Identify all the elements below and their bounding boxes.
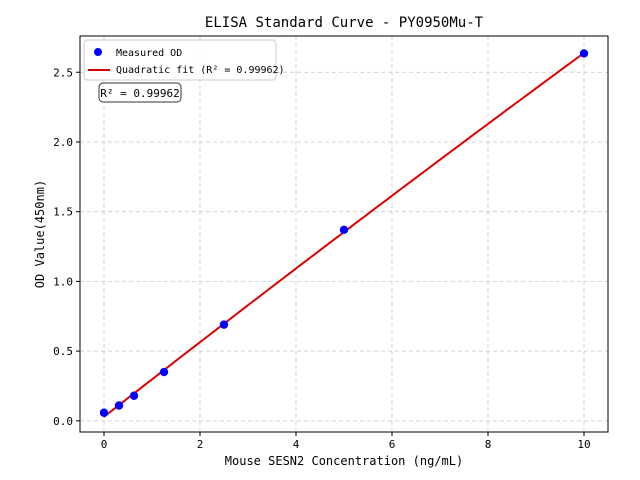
r2-annotation-text: R² = 0.99962	[100, 87, 179, 100]
y-tick-label: 1.5	[53, 206, 73, 219]
chart-title: ELISA Standard Curve - PY0950Mu-T	[205, 15, 484, 31]
legend-box	[83, 39, 277, 81]
y-tick-label: 0.0	[53, 415, 73, 428]
r2-annotation: R² = 0.99962	[98, 82, 182, 103]
fit-line	[103, 52, 585, 418]
legend-label-fit: Quadratic fit (R² = 0.99962)	[116, 65, 285, 76]
x-tick-label: 8	[485, 438, 492, 451]
x-tick-label: 4	[293, 438, 300, 451]
x-tick-label: 6	[389, 438, 396, 451]
y-axis-label: OD Value(450nm)	[33, 180, 47, 288]
y-tick-label: 2.5	[53, 66, 73, 79]
y-ticks: 0.0 0.5 1.0 1.5 2.0 2.5	[53, 66, 80, 428]
x-ticks: 0 2 4 6 8 10	[101, 432, 591, 451]
x-tick-label: 2	[197, 438, 204, 451]
x-tick-label: 0	[101, 438, 108, 451]
data-point	[99, 408, 109, 417]
x-tick-label: 10	[577, 438, 590, 451]
points-group	[99, 49, 589, 417]
data-point	[219, 320, 229, 329]
legend-marker-measured	[94, 48, 102, 56]
legend: Measured OD Quadratic fit (R² = 0.99962)	[83, 39, 285, 81]
data-point	[159, 367, 169, 377]
y-tick-label: 2.0	[53, 136, 73, 149]
data-point	[114, 401, 124, 410]
legend-label-measured: Measured OD	[116, 48, 182, 59]
data-point	[339, 225, 349, 235]
r2-annotation-box	[98, 82, 182, 103]
x-axis-label: Mouse SESN2 Concentration (ng/mL)	[225, 454, 463, 468]
plot-frame	[79, 35, 609, 433]
data-point	[579, 49, 589, 58]
y-tick-label: 0.5	[53, 345, 73, 358]
fit-line-group	[103, 52, 585, 418]
y-tick-label: 1.0	[53, 275, 73, 288]
data-point	[129, 391, 139, 400]
